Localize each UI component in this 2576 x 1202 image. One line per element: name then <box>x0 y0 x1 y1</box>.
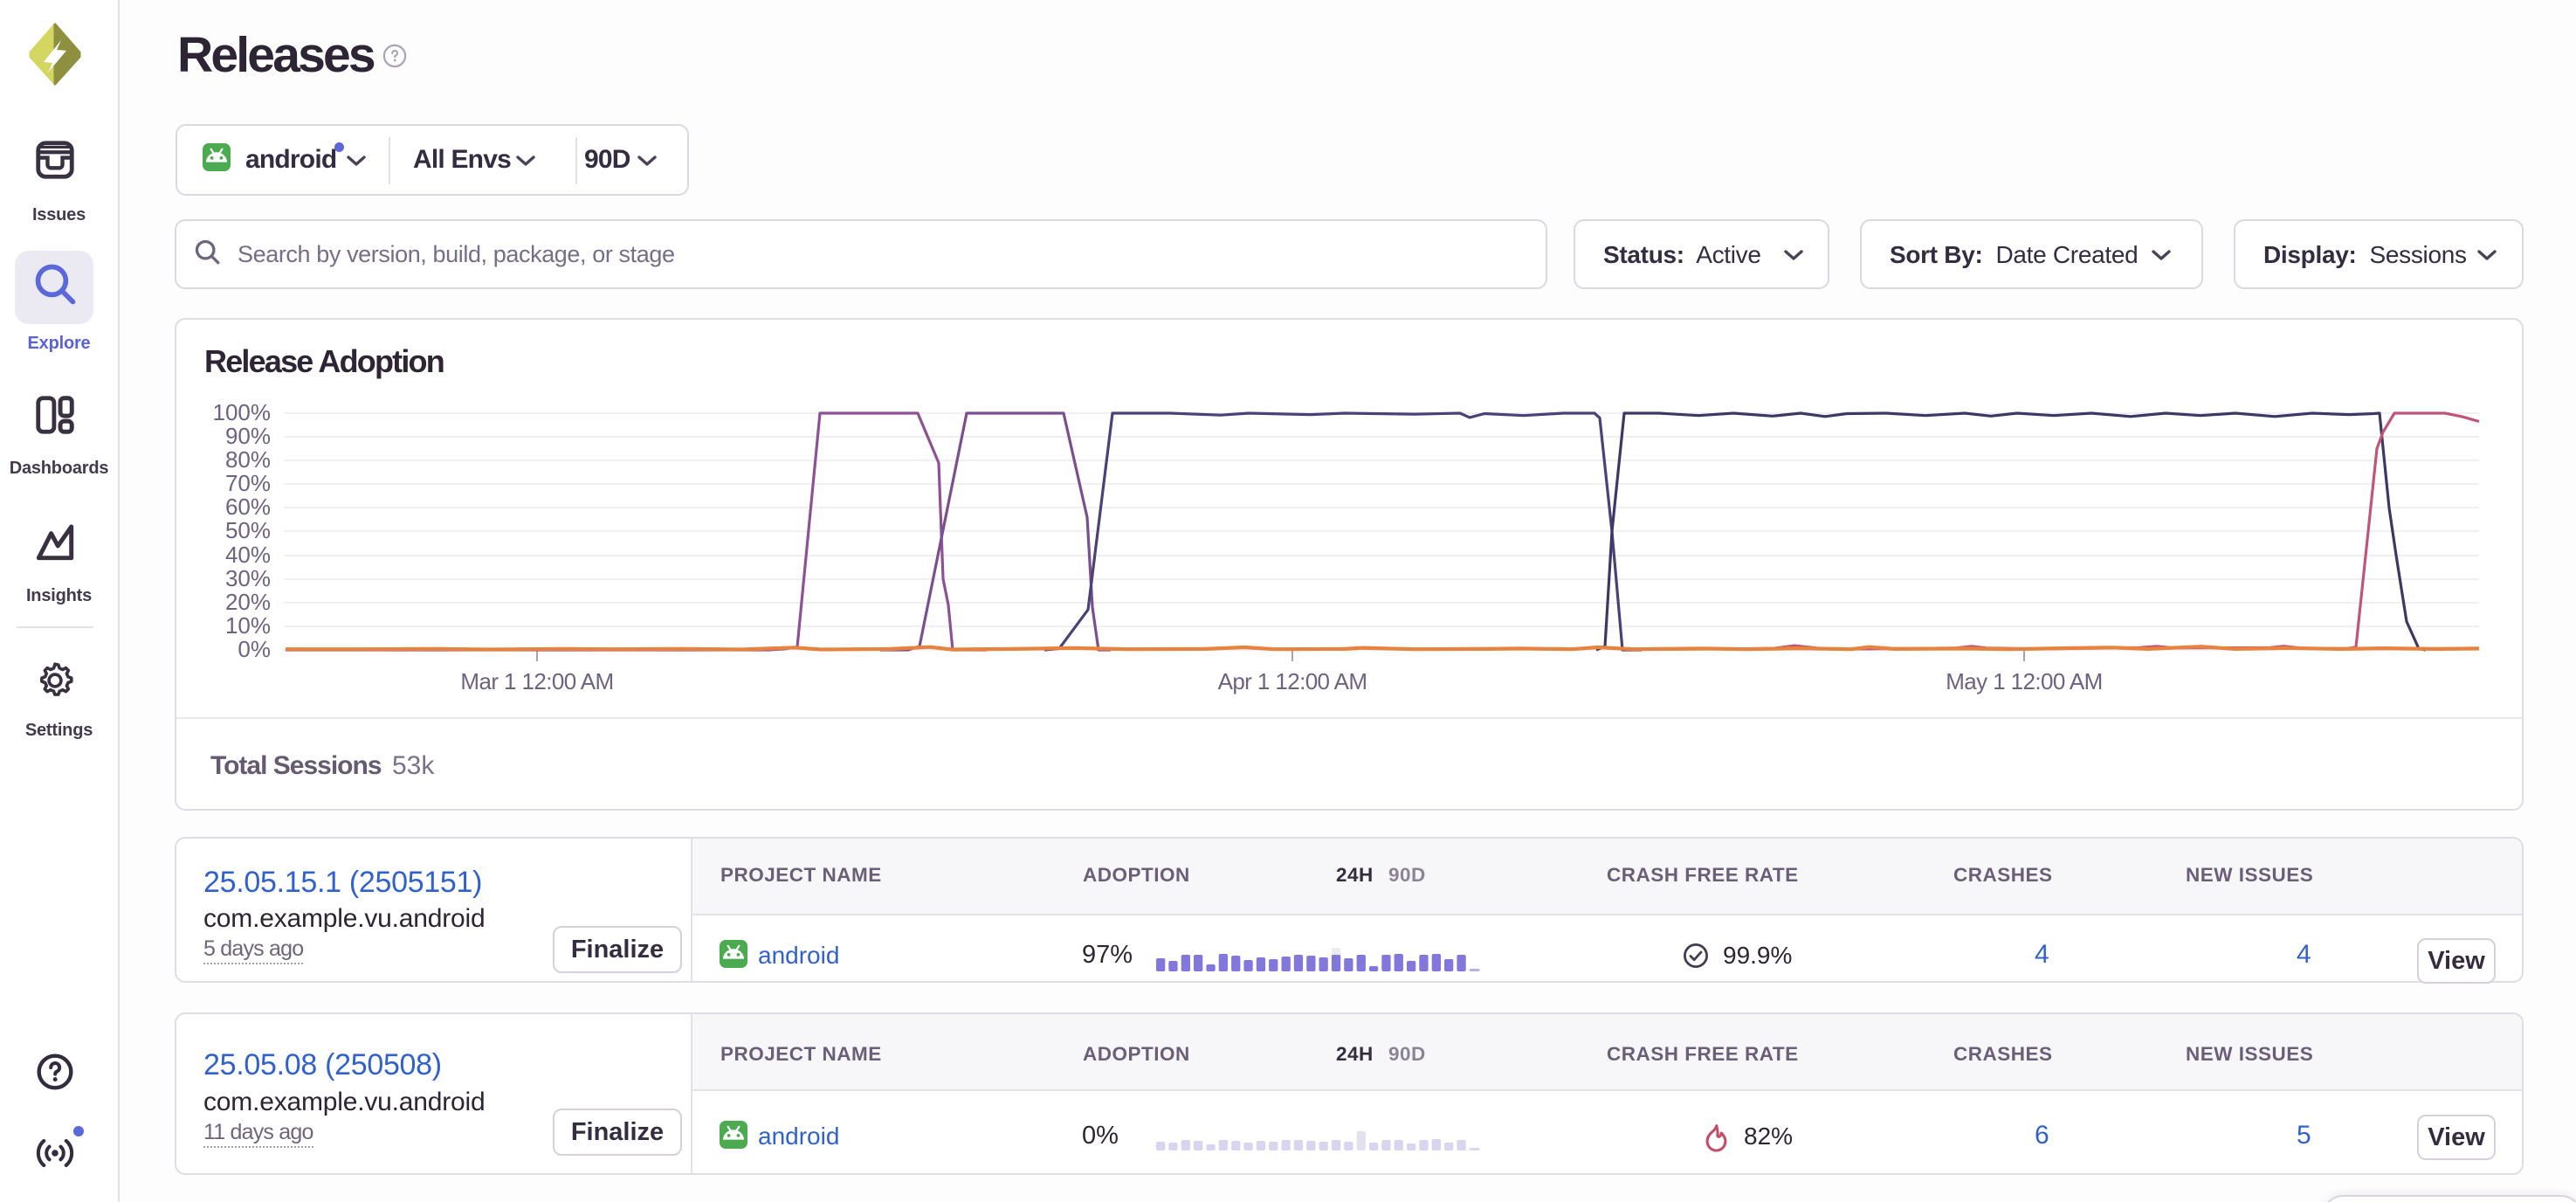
svg-text:90%: 90% <box>225 423 271 449</box>
svg-text:20%: 20% <box>225 589 271 615</box>
svg-text:10%: 10% <box>225 612 271 639</box>
svg-text:May 1 12:00 AM: May 1 12:00 AM <box>1946 668 2102 694</box>
svg-text:40%: 40% <box>225 542 271 568</box>
svg-text:Mar 1 12:00 AM: Mar 1 12:00 AM <box>460 668 613 694</box>
svg-text:100%: 100% <box>213 399 272 425</box>
svg-text:0%: 0% <box>238 636 271 662</box>
svg-text:30%: 30% <box>225 565 271 591</box>
svg-text:70%: 70% <box>225 470 271 496</box>
svg-text:80%: 80% <box>225 446 271 473</box>
svg-text:Apr 1 12:00 AM: Apr 1 12:00 AM <box>1218 668 1367 694</box>
svg-text:60%: 60% <box>225 494 271 520</box>
svg-text:50%: 50% <box>225 517 271 543</box>
